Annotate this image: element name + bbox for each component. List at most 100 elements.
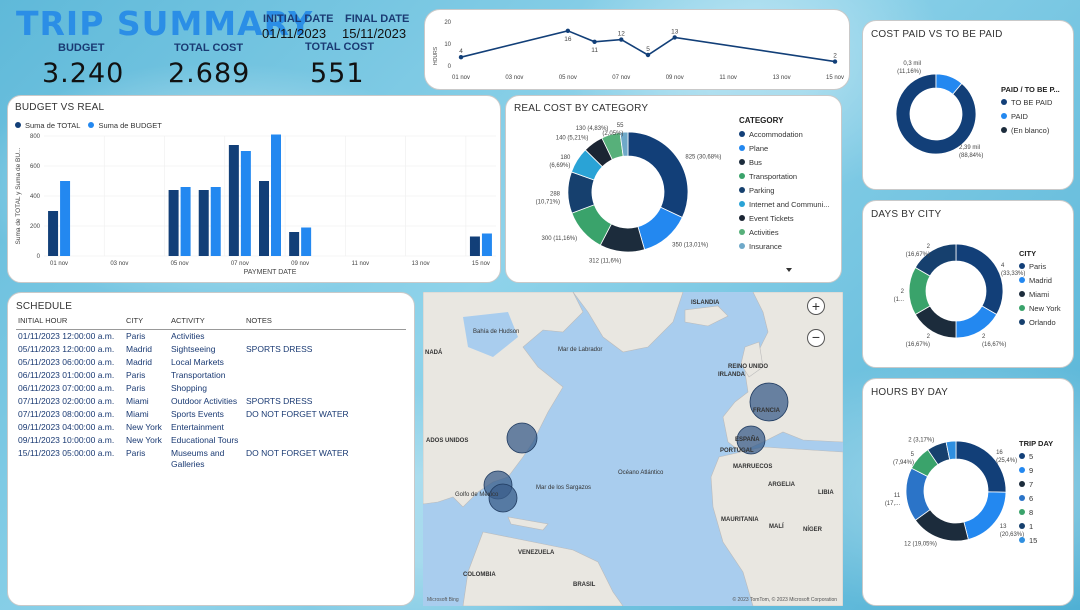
- city-data-label: 2 (16,67%): [982, 334, 1006, 348]
- schedule-table: INITIAL HOUR CITY ACTIVITY NOTES 01/11/2…: [16, 314, 406, 471]
- map-panel[interactable]: ISLANDIA Bahía de Hudson NADÁ Mar de Labrad…: [423, 292, 843, 606]
- map-brand: Microsoft Bing: [427, 597, 459, 603]
- city-legend-item[interactable]: Miami: [1019, 287, 1061, 301]
- table-row[interactable]: 07/11/2023 02:00:00 a.m. Miami Outdoor Act…: [16, 395, 406, 408]
- bubble-miami[interactable]: [488, 483, 518, 513]
- legend-label: Transportation: [749, 171, 798, 181]
- bubble-madrid[interactable]: [736, 425, 766, 455]
- table-row[interactable]: 05/11/2023 06:00:00 a.m. Madrid Local Mark…: [16, 356, 406, 369]
- bar-total: [198, 190, 209, 256]
- cell-notes: [244, 382, 406, 395]
- map-label: FRANCIA: [753, 408, 780, 414]
- cost-legend-item[interactable]: Event Tickets: [739, 211, 829, 225]
- legend-label: New York: [1029, 303, 1061, 313]
- cost-legend-item[interactable]: Transportation: [739, 169, 829, 183]
- hours-data-label: 16: [564, 36, 572, 43]
- bars-xtick: 03 nov: [110, 261, 128, 267]
- legend-label: 7: [1029, 479, 1034, 489]
- day-legend-item[interactable]: 9: [1019, 463, 1053, 477]
- cost-legend-item[interactable]: Plane: [739, 141, 829, 155]
- bars-xtick: 15 nov: [472, 261, 490, 267]
- table-row[interactable]: 15/11/2023 05:00:00 a.m. Paris Museums and…: [16, 447, 406, 471]
- cost-legend-item[interactable]: Accommodation: [739, 127, 829, 141]
- city-data-label: 2 (1...: [894, 289, 905, 303]
- bars-ytick: 800: [30, 134, 41, 140]
- day-data-label: 2 (3,17%): [908, 437, 934, 443]
- city-legend-item[interactable]: Paris: [1019, 259, 1061, 273]
- city-legend-item[interactable]: New York: [1019, 301, 1061, 315]
- hours-xtick: 15 nov: [826, 75, 844, 81]
- paid-title: COST PAID VS TO BE PAID: [871, 29, 1003, 40]
- legend-dot: [1019, 263, 1025, 269]
- day-legend-item[interactable]: 8: [1019, 505, 1053, 519]
- legend-total[interactable]: Suma de TOTAL: [15, 118, 80, 132]
- paid-legend-item[interactable]: PAID: [1001, 109, 1060, 123]
- cost-legend-item[interactable]: Internet and Communi...: [739, 197, 829, 211]
- bars-xtick: 01 nov: [50, 261, 68, 267]
- day-legend-item[interactable]: 15: [1019, 533, 1053, 547]
- cell-city: Paris: [126, 331, 146, 341]
- cell-initial-hour: 09/11/2023 10:00:00 a.m.: [18, 435, 115, 445]
- legend-label: Event Tickets: [749, 213, 794, 223]
- budget-value: 3.240: [42, 58, 125, 89]
- cell-initial-hour: 15/11/2023 05:00:00 a.m.: [18, 448, 115, 458]
- city-legend-item[interactable]: Madrid: [1019, 273, 1061, 287]
- day-legend-item[interactable]: 6: [1019, 491, 1053, 505]
- hours-xtick: 05 nov: [559, 75, 577, 81]
- table-row[interactable]: 06/11/2023 07:00:00 a.m. Paris Shopping: [16, 382, 406, 395]
- cost-legend-item[interactable]: Activities: [739, 225, 829, 239]
- legend-dot: [1001, 113, 1007, 119]
- cost-legend-item[interactable]: Bus: [739, 155, 829, 169]
- col-notes[interactable]: NOTES: [244, 314, 406, 330]
- bar-budget: [240, 151, 251, 256]
- legend-dot: [1019, 523, 1025, 529]
- map-canvas[interactable]: [423, 292, 843, 606]
- days-city-panel: DAYS BY CITY 4 (33,33%) 2 (16,67%) 2 (16,67%)…: [862, 200, 1074, 368]
- legend-label: Madrid: [1029, 275, 1052, 285]
- table-row[interactable]: 05/11/2023 12:00:00 a.m. Madrid Sightseein…: [16, 343, 406, 356]
- table-row[interactable]: 07/11/2023 08:00:00 a.m. Miami Sports Even…: [16, 408, 406, 421]
- hours-data-label: 12: [618, 31, 626, 38]
- table-row[interactable]: 09/11/2023 04:00:00 a.m. New York Entertai…: [16, 421, 406, 434]
- paid-legend-item[interactable]: (En blanco): [1001, 123, 1060, 137]
- city-legend-item[interactable]: Orlando: [1019, 315, 1061, 329]
- day-legend-item[interactable]: 1: [1019, 519, 1053, 533]
- cell-city: Paris: [126, 448, 146, 458]
- triangle-down-icon[interactable]: [786, 268, 792, 272]
- zoom-in-button[interactable]: +: [807, 297, 825, 315]
- table-row[interactable]: 06/11/2023 01:00:00 a.m. Paris Transportat…: [16, 369, 406, 382]
- day-legend-item[interactable]: 5: [1019, 449, 1053, 463]
- cell-activity: Entertainment: [171, 422, 224, 432]
- table-row[interactable]: 09/11/2023 10:00:00 a.m. New York Educatio…: [16, 434, 406, 447]
- bubble-paris[interactable]: [749, 382, 789, 422]
- city-slice: [914, 243, 957, 277]
- zoom-out-button[interactable]: −: [807, 329, 825, 347]
- cell-initial-hour: 07/11/2023 08:00:00 a.m.: [18, 409, 115, 419]
- paid-legend-item[interactable]: TO BE PAID: [1001, 95, 1060, 109]
- paid-legend-title: PAID / TO BE P...: [1001, 85, 1060, 94]
- cost-data-label: 825 (30,68%): [685, 155, 721, 161]
- col-city[interactable]: CITY: [124, 314, 169, 330]
- day-legend-item[interactable]: 7: [1019, 477, 1053, 491]
- cell-city: Paris: [126, 383, 146, 393]
- day-data-label: 13 (20,63%): [1000, 524, 1024, 538]
- bar-budget: [60, 181, 71, 256]
- col-initial-hour[interactable]: INITIAL HOUR: [16, 314, 124, 330]
- legend-dot: [739, 159, 745, 165]
- map-label: IRLANDA: [718, 372, 745, 378]
- table-row[interactable]: 01/11/2023 12:00:00 a.m. Paris Activities: [16, 330, 406, 344]
- hours-ytick: 20: [444, 20, 451, 26]
- bubble-new-york[interactable]: [506, 422, 538, 454]
- bars-xtick: 05 nov: [171, 261, 189, 267]
- cost-legend-item[interactable]: Parking: [739, 183, 829, 197]
- hours-xtick: 07 nov: [612, 75, 630, 81]
- col-activity[interactable]: ACTIVITY: [169, 314, 244, 330]
- legend-budget[interactable]: Suma de BUDGET: [88, 118, 162, 132]
- initial-date-label: INITIAL DATE: [263, 13, 334, 25]
- legend-dot: [739, 173, 745, 179]
- cost-legend-item[interactable]: Insurance: [739, 239, 829, 253]
- legend-label: Parking: [749, 185, 775, 195]
- city-slice: [955, 305, 998, 339]
- cell-notes: [244, 434, 406, 447]
- cell-notes: [244, 369, 406, 382]
